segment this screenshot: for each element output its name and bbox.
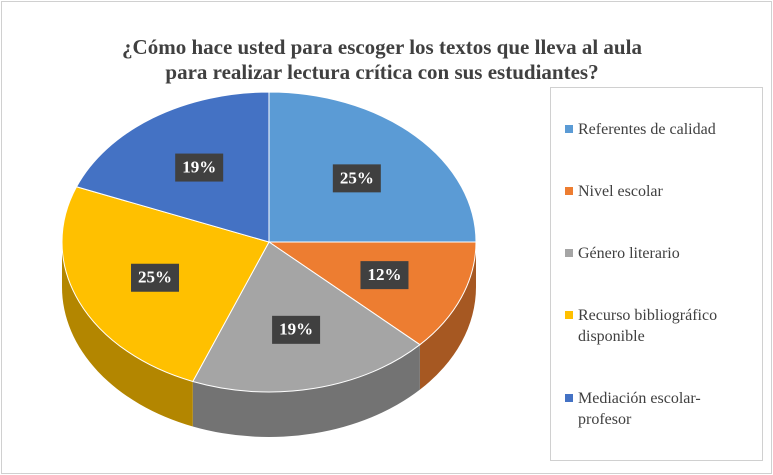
legend-label: Mediación escolar-profesor	[578, 389, 701, 428]
slice	[75, 91, 270, 243]
data-label: 19%	[182, 157, 216, 176]
legend-item: Nivel escolar	[565, 181, 754, 202]
data-label-box	[131, 263, 180, 292]
data-label-box	[332, 164, 381, 193]
slice-side	[419, 242, 476, 390]
data-label-box	[175, 153, 224, 182]
legend: Referentes de calidad Nivel escolar Género…	[550, 87, 763, 461]
legend-label: Género literario	[578, 244, 680, 262]
chart-title: para realizar lectura crítica con sus es…	[165, 60, 598, 84]
legend-item: Recurso bibliográfico disponible	[565, 305, 754, 347]
data-label: 25%	[340, 168, 374, 187]
legend-marker	[565, 393, 573, 402]
legend-marker	[565, 310, 573, 319]
legend-label: Referentes de calidad	[578, 120, 716, 138]
slice-side	[62, 242, 193, 427]
data-label: 25%	[138, 268, 172, 287]
legend-marker	[565, 186, 573, 195]
legend-label: Recurso bibliográfico disponible	[578, 306, 718, 345]
legend-label: Nivel escolar	[578, 182, 663, 200]
data-label-box	[272, 315, 321, 344]
data-label: 19%	[279, 320, 313, 339]
legend-marker	[565, 124, 573, 133]
chart-title: ¿Cómo hace usted para escoger los textos…	[122, 35, 642, 59]
legend-item: Género literario	[565, 243, 754, 264]
legend-marker	[565, 248, 573, 257]
data-label: 12%	[367, 265, 401, 284]
legend-item: Referentes de calidad	[565, 119, 754, 140]
slice	[267, 241, 477, 346]
data-label-box	[360, 261, 409, 290]
slice-side	[192, 344, 420, 437]
legend-item: Mediación escolar-profesor	[565, 388, 754, 430]
